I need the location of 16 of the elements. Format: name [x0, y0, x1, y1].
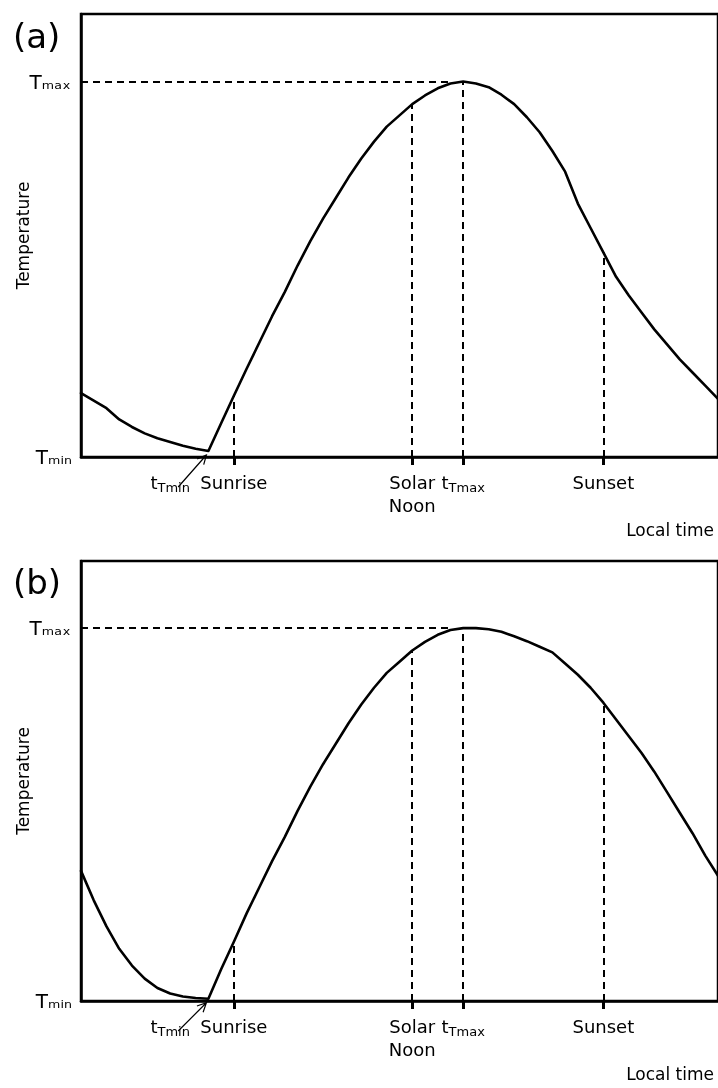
x-axis-title: Local time — [626, 519, 714, 540]
text: Tₘᵢₙ — [35, 989, 72, 1013]
x-tick-label: Solar Noon — [388, 472, 436, 516]
chart-title: (a) — [13, 16, 61, 56]
chart-title: (b) — [13, 562, 62, 602]
x-tick-label: Sunset — [572, 1016, 635, 1037]
ref-line-label: Tₘₐₓ — [28, 616, 71, 641]
ref-line-label: Tₘₐₓ — [28, 69, 71, 94]
x-tick-label: Sunset — [572, 472, 635, 493]
y-axis-title: Temperature — [12, 727, 33, 836]
text: Tₘᵢₙ — [35, 445, 72, 469]
x-tick-label: Sunrise — [200, 1016, 268, 1037]
y-axis-title: Temperature — [12, 181, 33, 291]
x-tick-label: Sunrise — [200, 472, 268, 493]
x-tick-label: Solar Noon — [388, 1016, 436, 1060]
x-axis-title: Local time — [626, 1063, 714, 1084]
